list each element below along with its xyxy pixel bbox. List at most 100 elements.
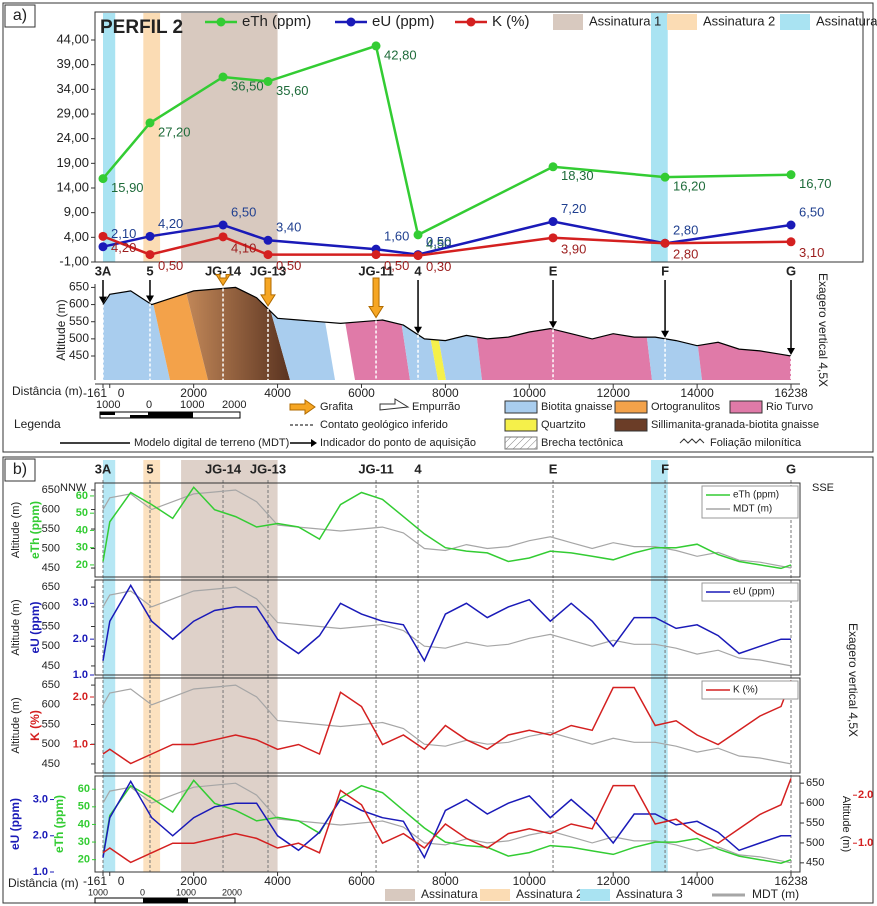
legend-swatch (780, 14, 810, 30)
legend-label: Sillimanita-granada-biotita gnaisse (651, 419, 819, 431)
scale-bar (148, 412, 193, 418)
legend-label: Assinatura 1 (421, 887, 488, 901)
point (98, 231, 108, 241)
legend-label: Assinatura 2 (516, 887, 583, 901)
value-label: 0,50 (426, 234, 451, 249)
y-axis-title: eTh (ppm) (52, 795, 66, 853)
x-tick-label: 6000 (348, 386, 375, 400)
y-tick-label: 3.0 (73, 597, 88, 609)
value-label: 4,20 (158, 216, 183, 231)
y-axis-title: Altitude (m) (10, 502, 22, 558)
y-tick-label: 4,00 (64, 229, 89, 244)
value-label: 16,70 (799, 176, 832, 191)
chart-title: PERFIL 2 (100, 17, 183, 38)
x-tick-label: -161 (83, 874, 107, 888)
y-tick-label: 24,00 (56, 130, 89, 145)
point (786, 220, 796, 230)
value-label: 6,50 (231, 204, 256, 219)
legend-label: Indicador do ponto de aquisição (320, 437, 476, 449)
symbol (504, 436, 538, 450)
band (103, 13, 116, 262)
panel-label-box (4, 4, 36, 28)
point-label: JG-14 (205, 263, 242, 278)
legend-label: Assinatura 3 (816, 13, 877, 28)
value-label: 3,90 (561, 241, 586, 256)
y-axis-title: eU (ppm) (28, 602, 42, 654)
y-tick-label: 50 (78, 801, 90, 813)
terrain-line (102, 286, 792, 357)
legend-box (701, 485, 799, 519)
y-tick-label: 40 (78, 818, 90, 830)
series-line (102, 778, 792, 864)
x-tick-label: 12000 (597, 874, 631, 888)
arrow-head (145, 295, 154, 303)
x-tick-label: 6000 (348, 874, 375, 888)
value-label: 16,20 (673, 179, 706, 194)
y-tick-label: 550 (42, 718, 60, 730)
legend-label: eTh (ppm) (242, 13, 311, 30)
note: Exagero vertical 4,5X (846, 623, 860, 737)
point-label: 3A (95, 461, 112, 476)
legend-label: Quartzito (541, 419, 586, 431)
x-tick-label: 16238 (774, 874, 808, 888)
legend: 1000 0 1000 2000 Legenda Grafita Empurrã… (14, 398, 819, 450)
point (548, 162, 558, 172)
x-tick-label: 8000 (432, 874, 459, 888)
x-tick-label: 10000 (513, 874, 547, 888)
value-label: 42,80 (384, 47, 417, 62)
legend-swatch (553, 14, 583, 30)
series-line (102, 583, 791, 663)
y-tick-label: 2.0 (73, 633, 88, 645)
y-tick-label: 550 (42, 523, 60, 535)
y-tick-label: 500 (42, 542, 60, 554)
scale-bar (100, 412, 115, 415)
y-tick-label: 20 (76, 559, 88, 571)
symbol (679, 438, 705, 444)
legend-label: eTh (ppm) (733, 490, 779, 501)
value-label: 4,20 (111, 240, 136, 255)
x-tick-label: 0 (118, 874, 125, 888)
value-label: 35,60 (276, 83, 309, 98)
point (98, 174, 108, 184)
point-label: G (786, 263, 796, 278)
point-label: G (786, 461, 796, 476)
band (103, 460, 116, 872)
x-axis-title: Distância (m) (12, 384, 83, 398)
value-label: 2,80 (673, 223, 698, 238)
scale-label: 1000 (96, 399, 120, 411)
band (650, 13, 668, 262)
band (143, 13, 161, 262)
plot-frame (94, 677, 801, 774)
series-line (102, 680, 792, 765)
y-tick-label: 1.0 (33, 866, 48, 878)
y-tick-label: 600 (69, 297, 89, 311)
symbol (289, 399, 316, 415)
y-tick-label: 2.0 (858, 789, 873, 801)
symbol (504, 400, 538, 414)
legend-label: K (%) (733, 685, 758, 696)
y-tick-label: 500 (42, 640, 60, 652)
point (786, 237, 796, 247)
y-tick-label: 600 (42, 503, 60, 515)
point (371, 250, 381, 260)
x-tick-label: 0 (118, 386, 125, 400)
arrow-head (99, 296, 107, 304)
scale-label: 1000 (176, 887, 196, 897)
bands (103, 460, 668, 872)
legend-label: eU (ppm) (733, 587, 775, 598)
point-label: 4 (414, 461, 422, 476)
y-tick-label: 450 (69, 348, 89, 362)
point-label: E (549, 461, 558, 476)
y-tick-label: 450 (42, 562, 60, 574)
symbol (614, 418, 648, 432)
y-tick-label: 1.0 (858, 837, 873, 849)
symbol (614, 400, 648, 414)
legend-marker (346, 17, 356, 27)
point-label: F (661, 263, 669, 278)
scale-label: 1000 (88, 887, 108, 897)
series-line (102, 779, 792, 864)
y-tick-label: 450 (42, 758, 60, 770)
value-label: 18,30 (561, 168, 594, 183)
y-tick-label: 60 (78, 783, 90, 795)
symbol (504, 418, 538, 432)
